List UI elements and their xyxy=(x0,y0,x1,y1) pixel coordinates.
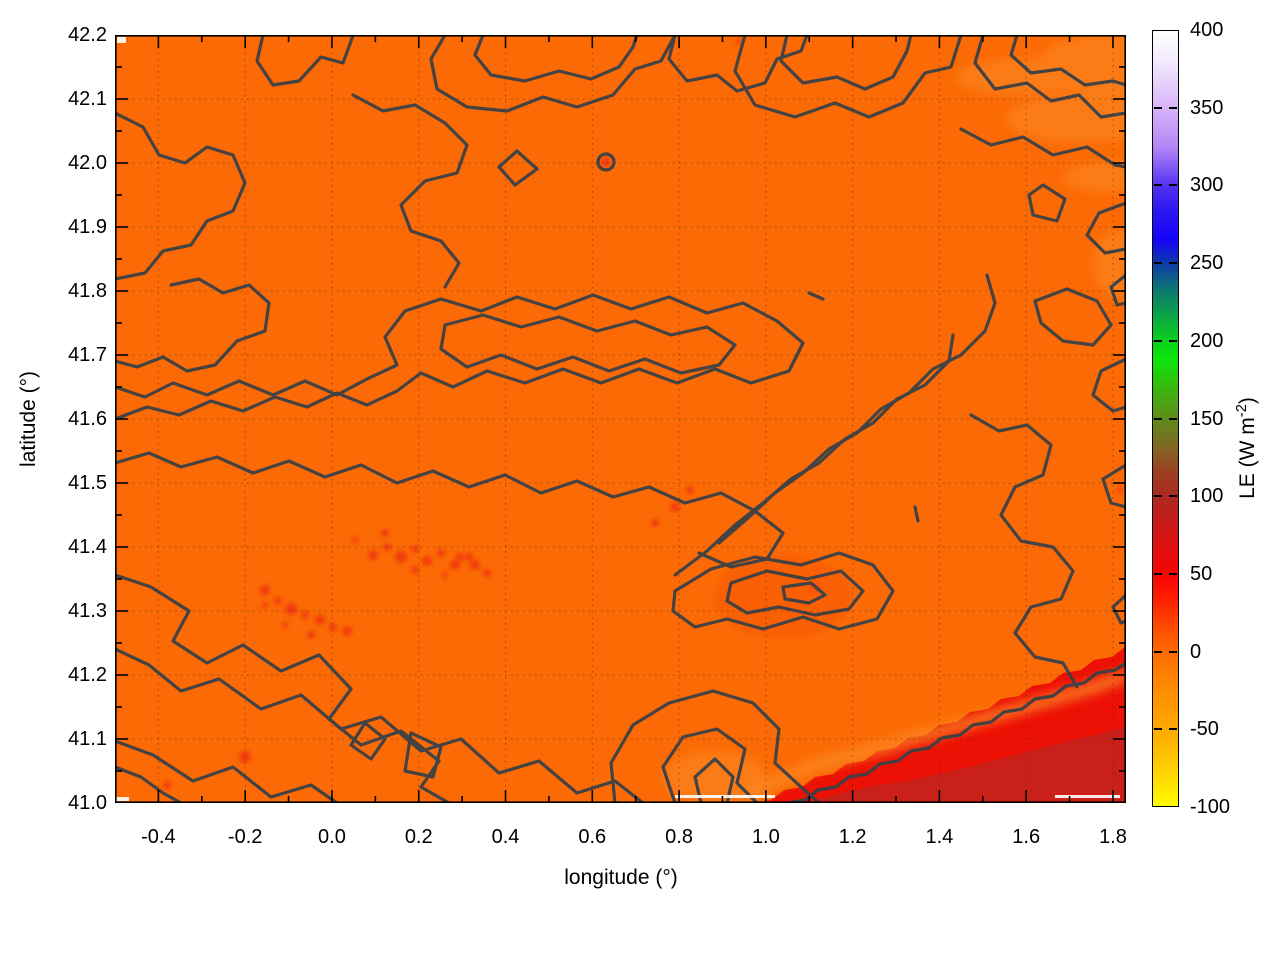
coast-contour xyxy=(785,661,1126,803)
colorbar-tick-mark xyxy=(1154,417,1162,420)
white-artifacts xyxy=(115,37,1120,801)
sea-dark-band xyxy=(803,727,1126,803)
colorbar-tick-mark xyxy=(1154,650,1162,653)
colorbar-tick-mark xyxy=(1154,728,1162,731)
colorbar-tick-mark xyxy=(1154,184,1162,187)
y-tick-label: 41.4 xyxy=(68,536,107,558)
x-tick-label: 1.4 xyxy=(925,826,954,848)
grid-lines xyxy=(115,35,1126,803)
colorbar-tick-mark xyxy=(1169,572,1177,575)
colorbar-tick-mark xyxy=(1154,495,1162,498)
y-tick-label: 41.8 xyxy=(68,280,107,302)
colorbar-tick-mark xyxy=(1169,184,1177,187)
colorbar-tick-label: 100 xyxy=(1190,485,1224,508)
x-axis-label: longitude (°) xyxy=(564,866,678,889)
y-tick-label: 42.2 xyxy=(68,24,107,46)
colorbar-tick-label: 350 xyxy=(1190,96,1224,119)
y-tick-label: 41.3 xyxy=(68,600,107,622)
colorbar-tick-label: 200 xyxy=(1190,329,1224,352)
x-tick-label: -0.4 xyxy=(141,826,176,848)
x-tick-label: 0.8 xyxy=(665,826,693,848)
colorbar-tick-mark xyxy=(1154,262,1162,265)
y-tick-label: 41.7 xyxy=(68,344,107,366)
coastal-light-strip xyxy=(742,668,1126,802)
colorbar-tick-label: -100 xyxy=(1190,796,1231,818)
plot-area xyxy=(115,35,1126,803)
colorbar-tick-mark xyxy=(1154,106,1162,109)
colorbar-tick-mark xyxy=(1169,417,1177,420)
x-tick-label: 1.2 xyxy=(838,826,867,848)
plot-border xyxy=(115,35,1126,803)
y-tick-label: 41.2 xyxy=(68,664,107,686)
contour-lines xyxy=(115,35,1126,803)
heatmap-canvas xyxy=(115,35,1126,803)
colorbar-tick-label: -50 xyxy=(1190,718,1219,741)
colorbar-tick-mark xyxy=(1169,495,1177,498)
x-tick-label: 0.4 xyxy=(491,826,520,848)
y-tick-label: 42.1 xyxy=(68,88,107,110)
colorbar-tick-label: 0 xyxy=(1190,640,1202,663)
y-tick-label: 41.9 xyxy=(68,216,107,238)
x-tick-label: 1.0 xyxy=(751,826,780,848)
colorbar-tick-mark xyxy=(1169,262,1177,265)
y-tick-label: 41.1 xyxy=(68,728,107,750)
colorbar-tick-label: 250 xyxy=(1190,252,1224,275)
colorbar-tick-mark xyxy=(1169,339,1177,342)
colorbar-tick-mark xyxy=(1169,728,1177,731)
x-tick-label: -0.2 xyxy=(227,826,263,848)
x-tick-label: 0.2 xyxy=(404,826,433,848)
colorbar-tick-mark xyxy=(1169,106,1177,109)
x-tick-label: 0.0 xyxy=(318,826,346,848)
x-tick-label: 1.8 xyxy=(1099,826,1127,848)
colorbar-tick-mark xyxy=(1154,339,1162,342)
x-tick-label: 1.6 xyxy=(1012,826,1041,848)
y-axis-label: latitude (°) xyxy=(17,371,40,467)
colorbar-tick-label: 400 xyxy=(1190,19,1224,41)
colorbar-tick-label: 150 xyxy=(1190,407,1224,430)
y-tick-label: 41.5 xyxy=(68,472,107,494)
x-tick-label: 0.6 xyxy=(578,826,607,848)
colorbar-tick-mark xyxy=(1154,572,1162,575)
y-tick-label: 41.0 xyxy=(68,792,107,814)
colorbar-tick-mark xyxy=(1169,650,1177,653)
y-tick-label: 41.6 xyxy=(68,408,107,430)
y-tick-label: 42.0 xyxy=(68,152,107,174)
colorbar-tick-label: 50 xyxy=(1190,562,1213,585)
colorbar-tick-label: 300 xyxy=(1190,174,1224,197)
